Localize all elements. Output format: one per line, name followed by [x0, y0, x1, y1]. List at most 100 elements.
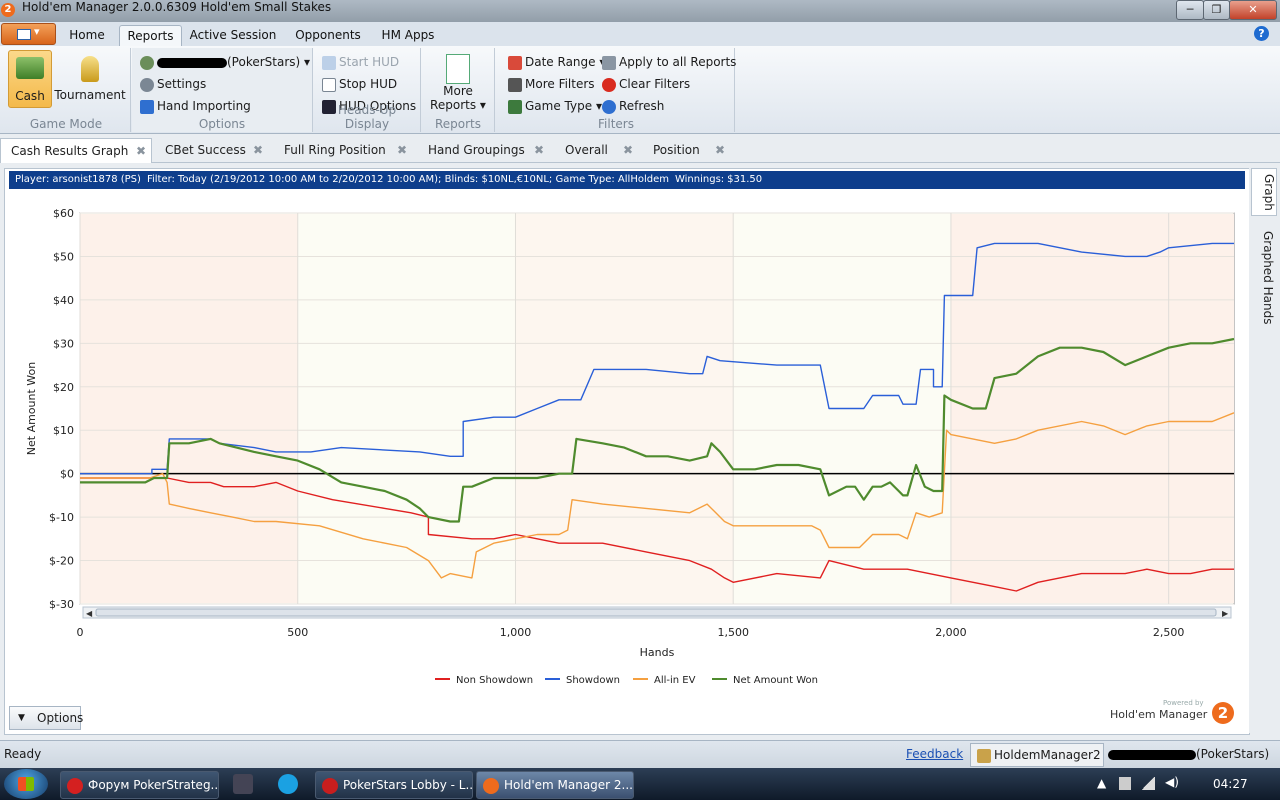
- app-menu-button[interactable]: ▾: [1, 23, 56, 45]
- close-icon[interactable]: ✖: [534, 143, 545, 157]
- group-label-game-mode: Game Mode: [29, 117, 103, 131]
- tab-hand-groupings[interactable]: Hand Groupings ✖: [418, 138, 552, 162]
- database-name: HoldemManager2: [994, 748, 1101, 762]
- network-icon[interactable]: [1141, 777, 1155, 790]
- game-type-label: Game Type: [525, 99, 593, 113]
- hand-importing-label: Hand Importing: [157, 99, 251, 113]
- refresh-icon: [602, 99, 616, 114]
- group-options: (PokerStars) ▾ Settings Hand Importing O…: [132, 48, 313, 132]
- tab-overall[interactable]: Overall ✖: [555, 138, 639, 162]
- side-tab-graph[interactable]: Graph: [1251, 168, 1277, 216]
- more-reports-button[interactable]: More Reports ▾: [428, 52, 488, 112]
- chevron-down-icon: ▾: [304, 55, 311, 69]
- scroll-left-icon: ◀: [86, 609, 93, 618]
- restore-button[interactable]: ❐: [1203, 0, 1230, 20]
- x-tick-label: 500: [287, 626, 308, 639]
- filter-icon: [508, 77, 522, 92]
- y-tick-label: $-30: [49, 598, 74, 611]
- player-label: Player:: [15, 174, 50, 185]
- close-icon[interactable]: ✖: [623, 143, 634, 157]
- taskbar-item-opera[interactable]: Форум PokerStrateg...: [60, 771, 219, 799]
- y-tick-label: $0: [60, 468, 74, 481]
- tab-position[interactable]: Position ✖: [643, 138, 735, 162]
- ribbon-tab-reports[interactable]: Reports: [119, 25, 182, 47]
- start-button[interactable]: [4, 769, 48, 799]
- tab-cash-results-graph[interactable]: Cash Results Graph ✖: [0, 138, 152, 163]
- chevron-down-icon: ▼: [18, 713, 25, 723]
- ribbon-tab-opponents[interactable]: Opponents: [295, 28, 361, 42]
- y-tick-label: $30: [53, 337, 74, 350]
- date-range-button[interactable]: Date Range ▾: [508, 52, 605, 72]
- import-arrow-icon: [140, 99, 154, 114]
- taskbar-item-pokerstars[interactable]: PokerStars Lobby - L...: [315, 771, 473, 799]
- chart-scrollbar-thumb: [95, 608, 1217, 617]
- y-tick-label: $10: [53, 424, 74, 437]
- close-button[interactable]: ✕: [1229, 0, 1277, 20]
- close-icon[interactable]: ✖: [136, 144, 147, 158]
- apply-all-icon: [602, 55, 616, 70]
- database-indicator[interactable]: HoldemManager2: [970, 743, 1104, 767]
- brand-logo: 2: [1212, 702, 1234, 724]
- plot-band: [80, 214, 298, 603]
- taskbar-item-holdem-manager[interactable]: Hold'em Manager 2....: [476, 771, 634, 799]
- stop-hud-button[interactable]: Stop HUD: [322, 74, 397, 94]
- start-hud-button[interactable]: Start HUD: [322, 52, 399, 72]
- clock[interactable]: 04:27: [1213, 777, 1248, 791]
- tournament-button[interactable]: Tournament: [54, 50, 126, 106]
- brand-name: Hold'em Manager: [1110, 708, 1208, 721]
- windows-logo-icon: [18, 777, 34, 791]
- group-filters: Date Range ▾ More Filters Game Type ▾ Ap…: [498, 48, 736, 132]
- group-label-hud: Heads-Up Display: [337, 103, 397, 131]
- tab-label: Position: [653, 143, 700, 157]
- y-axis-title: Net Amount Won: [25, 362, 38, 455]
- hand-importing-button[interactable]: Hand Importing: [140, 96, 251, 116]
- calculator-icon[interactable]: [233, 774, 253, 794]
- cash-button[interactable]: Cash: [8, 50, 52, 108]
- ribbon-tab-active-session[interactable]: Active Session: [189, 28, 277, 42]
- refresh-button[interactable]: Refresh: [602, 96, 664, 116]
- taskbar-item-label: Форум PokerStrateg...: [88, 778, 219, 792]
- cards-icon: [508, 99, 522, 114]
- tab-full-ring-position[interactable]: Full Ring Position ✖: [274, 138, 414, 162]
- tab-cbet-success[interactable]: CBet Success ✖: [155, 138, 270, 162]
- hud-options-button[interactable]: HUD Options: [322, 96, 416, 116]
- y-tick-label: $50: [53, 250, 74, 263]
- close-icon[interactable]: ✖: [397, 143, 408, 157]
- player-value: arsonist1878 (PS): [52, 174, 141, 185]
- status-bar: Ready Feedback HoldemManager2 (PokerStar…: [0, 740, 1280, 769]
- more-reports-label-line2: Reports: [430, 98, 477, 112]
- more-filters-button[interactable]: More Filters: [508, 74, 595, 94]
- close-icon[interactable]: ✖: [715, 143, 726, 157]
- ribbon-panel: Cash Tournament Game Mode (PokerStars) ▾…: [0, 46, 1280, 134]
- clear-filters-button[interactable]: Clear Filters: [602, 74, 690, 94]
- options-button[interactable]: ▼ Options: [9, 706, 83, 730]
- redacted-player-name: [157, 57, 227, 68]
- apply-to-all-label: Apply to all Reports: [619, 55, 737, 69]
- start-hud-label: Start HUD: [339, 55, 400, 69]
- player-selector[interactable]: (PokerStars) ▾: [140, 52, 310, 72]
- battery-icon[interactable]: [1119, 777, 1131, 790]
- help-icon[interactable]: ?: [1254, 26, 1269, 41]
- group-game-mode: Cash Tournament Game Mode: [2, 48, 131, 132]
- calendar-icon: [508, 55, 522, 70]
- opera-icon: [67, 777, 83, 794]
- database-icon: [977, 748, 991, 763]
- volume-icon[interactable]: ◀): [1165, 775, 1179, 789]
- series-line-net-amount-won: [80, 337, 1235, 523]
- apply-to-all-reports-button[interactable]: Apply to all Reports: [602, 52, 736, 72]
- ribbon-tab-hm-apps[interactable]: HM Apps: [381, 28, 435, 42]
- side-tab-graphed-hands[interactable]: Graphed Hands: [1261, 231, 1275, 325]
- status-player-site: (PokerStars): [1196, 747, 1270, 761]
- feedback-link[interactable]: Feedback: [906, 747, 964, 761]
- settings-button[interactable]: Settings: [140, 74, 206, 94]
- tray-expand-icon[interactable]: ▲: [1097, 776, 1107, 790]
- skype-icon[interactable]: [278, 774, 298, 794]
- ribbon-tab-home[interactable]: Home: [69, 28, 105, 42]
- results-graph[interactable]: $-30 $-20 $-10 $0 $10 $20 $30 $40 $50 $60 0 500 1,00…: [5, 169, 1249, 734]
- y-tick-label: $20: [53, 381, 74, 394]
- minimize-button[interactable]: ─: [1176, 0, 1204, 20]
- game-type-button[interactable]: Game Type ▾: [508, 96, 602, 116]
- close-icon[interactable]: ✖: [253, 143, 264, 157]
- trophy-icon: [81, 56, 99, 82]
- legend-label: All-in EV: [654, 675, 696, 686]
